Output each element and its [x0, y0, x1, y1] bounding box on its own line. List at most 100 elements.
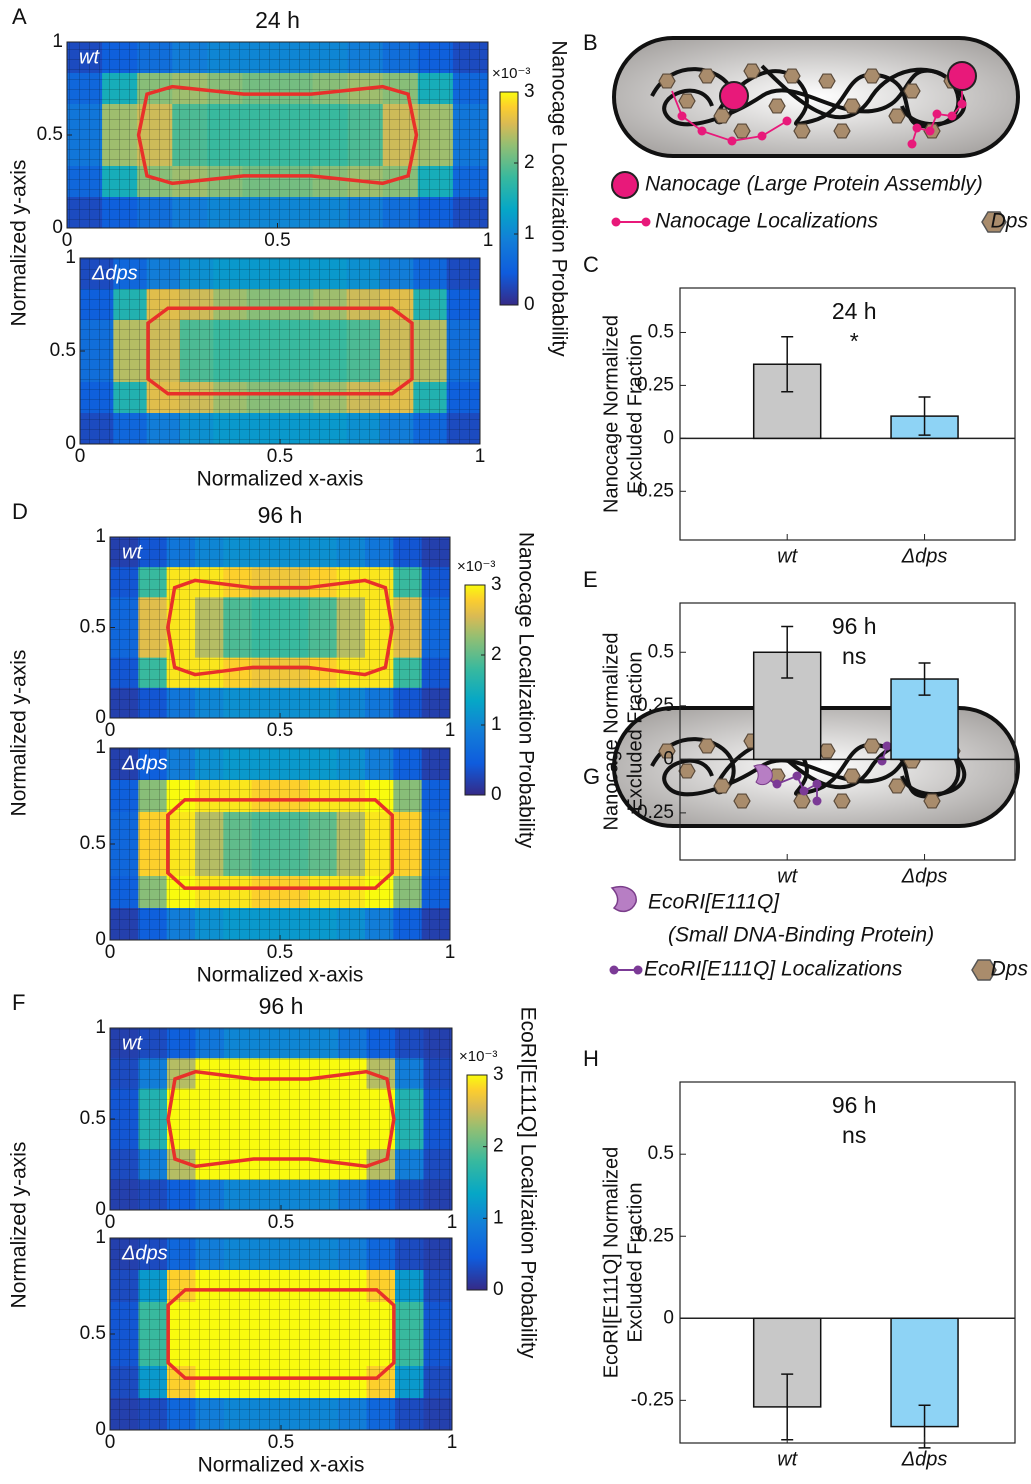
colorbar [465, 585, 485, 795]
legend-text: (Small DNA-Binding Protein) [668, 924, 934, 947]
legend-text: EcoRI[E111Q] Localizations [644, 958, 903, 981]
cell-grid [110, 537, 450, 718]
nanocage [720, 82, 748, 110]
dps-hexagon [889, 779, 905, 793]
dps-hexagon [834, 124, 850, 138]
heatmap-label: wt [122, 541, 143, 563]
panel-letter: D [12, 499, 28, 524]
cell-grid [67, 42, 488, 228]
x-tick-label: 0.5 [267, 446, 293, 467]
legend-text: EcoRI[E111Q] [648, 891, 780, 914]
colorbar-tick-label: 0 [524, 294, 535, 315]
legend-text: Nanocage Localizations [655, 210, 878, 233]
colorbar-tick-label: 3 [493, 1064, 504, 1085]
nanocage-dot [926, 127, 935, 136]
dps-hexagon [794, 124, 810, 138]
dps-hexagon [699, 739, 715, 753]
chart-title: 24 h [255, 7, 300, 33]
dps-hexagon [844, 769, 860, 783]
y-tick-label: 0 [95, 707, 106, 728]
y-tick-label: 0 [52, 217, 63, 238]
y-axis-label: Normalized y-axis [8, 1142, 31, 1309]
legend-dot [642, 218, 651, 227]
nanocage-dot [728, 137, 737, 146]
colorbar-tick-label: 2 [493, 1136, 504, 1157]
x-axis-label: Normalized x-axis [197, 964, 364, 987]
dps-hexagon [679, 764, 695, 778]
x-tick-label: 0 [105, 942, 116, 963]
x-tick-label: 1 [445, 942, 456, 963]
y-tick-label: 0.5 [648, 1143, 674, 1164]
ecori-dot [813, 797, 822, 806]
x-tick-label: wt [777, 865, 798, 887]
y-tick-label: 1 [52, 31, 63, 52]
y-tick-label: 1 [95, 737, 106, 758]
x-tick-label: 0 [105, 720, 116, 741]
panel-letter: E [583, 567, 598, 592]
y-tick-label: 0.5 [80, 617, 106, 638]
y-axis-label: Excluded Fraction [624, 651, 646, 811]
heatmap-label: Δdps [91, 262, 138, 284]
y-tick-label: 0 [95, 1199, 106, 1220]
legend-text: Dps [991, 210, 1029, 233]
legend-dot [612, 218, 621, 227]
legend-text: Nanocage (Large Protein Assembly) [645, 173, 983, 196]
colorbar-tick-label: 0 [491, 784, 502, 805]
x-tick-label: 1 [447, 1432, 458, 1453]
x-tick-label: wt [777, 545, 798, 567]
y-tick-label: -0.25 [631, 1389, 674, 1410]
ecori-dot [813, 780, 822, 789]
dps-hexagon [714, 779, 730, 793]
panel-letter: H [583, 1046, 599, 1071]
x-tick-label: 1 [445, 720, 456, 741]
x-tick-label: 0.5 [264, 230, 290, 251]
y-tick-label: 0.5 [648, 321, 674, 342]
y-axis-label: EcoRI[E111Q] Normalized [600, 1147, 622, 1379]
cell-grid [110, 1028, 452, 1210]
x-tick-label: 0 [105, 1432, 116, 1453]
dps-hexagon [844, 99, 860, 113]
colorbar-multiplier: ×10⁻³ [457, 558, 495, 575]
x-tick-label: 0.5 [268, 1432, 294, 1453]
annotation: ns [842, 643, 866, 669]
y-tick-label: 1 [65, 247, 76, 268]
y-tick-label: 0 [95, 1419, 106, 1440]
y-tick-label: 0.5 [37, 124, 63, 145]
panel-letter: B [583, 30, 598, 55]
x-axis-label: Normalized x-axis [197, 468, 364, 491]
nanocage-dot [698, 127, 707, 136]
y-tick-label: 0 [663, 427, 674, 448]
ecori-dot [793, 772, 802, 781]
heatmap-label: Δdps [121, 1242, 168, 1264]
dps-hexagon [714, 109, 730, 123]
legend-dot [634, 966, 643, 975]
x-tick-label: 0.5 [268, 1212, 294, 1233]
nanocage-dot [678, 112, 687, 121]
x-tick-label: Δdps [901, 1448, 948, 1470]
x-axis-label: Normalized x-axis [198, 1454, 365, 1477]
colorbar-tick-label: 1 [491, 714, 502, 735]
x-tick-label: 0.5 [267, 720, 293, 741]
dps-hexagon [834, 794, 850, 808]
y-tick-label: 0.5 [648, 641, 674, 662]
chart-title: 24 h [832, 298, 877, 324]
legend-text: Dps [991, 958, 1029, 981]
cell-grid [110, 748, 450, 940]
figure: B Nanocage (Large Protein Assembly) Nano… [0, 0, 1031, 1484]
x-tick-label: 0.5 [267, 942, 293, 963]
chart-title: 96 h [258, 502, 303, 528]
dps-hexagon [769, 99, 785, 113]
x-tick-label: 0 [105, 1212, 116, 1233]
nanocage-dot [933, 110, 942, 119]
y-axis-label: Excluded Fraction [624, 1182, 646, 1342]
x-tick-label: wt [777, 1448, 798, 1470]
nanocage-dot [948, 112, 957, 121]
colorbar-tick-label: 3 [491, 574, 502, 595]
colorbar-tick-label: 1 [524, 223, 535, 244]
nanocage-dot [958, 100, 967, 109]
colorbar-label: EcoRI[E111Q] Localization Probability [516, 1007, 539, 1359]
y-tick-label: 1 [95, 1227, 106, 1248]
dps-hexagon [784, 69, 800, 83]
dps-hexagon [794, 794, 810, 808]
chart-title: 96 h [259, 993, 304, 1019]
